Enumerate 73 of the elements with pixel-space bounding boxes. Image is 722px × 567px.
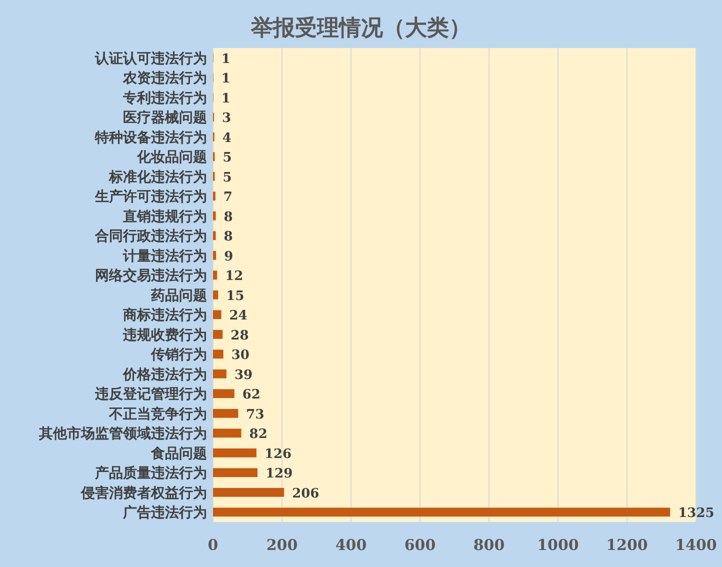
data-label: 28 (230, 328, 249, 344)
data-label: 24 (229, 308, 248, 324)
data-label: 39 (234, 368, 253, 383)
data-label: 30 (231, 348, 250, 364)
data-label: 206 (292, 486, 320, 502)
data-label: 12 (225, 269, 244, 284)
y-tick-label: 其他市场监管领域违法行为 (38, 425, 207, 442)
y-tick-label: 化妆品问题 (136, 150, 207, 166)
y-tick-label: 直销违规行为 (122, 208, 207, 225)
x-tick-label: 600 (404, 536, 436, 554)
bar (213, 468, 258, 478)
y-tick-label: 农资违法行为 (122, 70, 207, 87)
bar (213, 448, 256, 458)
bar (213, 508, 670, 517)
x-tick-label: 1200 (606, 536, 648, 554)
y-tick-label: 食品问题 (150, 446, 207, 462)
bar (213, 250, 216, 260)
data-label: 1 (221, 72, 230, 87)
data-label: 9 (224, 249, 234, 264)
data-label: 129 (266, 466, 293, 482)
y-tick-label: 特种设备违法行为 (94, 130, 207, 146)
x-tick-label: 800 (473, 536, 505, 554)
y-tick-label: 专利违法行为 (122, 89, 207, 106)
y-tick-label: 违规收费行为 (122, 327, 207, 344)
y-tick-label: 认证认可违法行为 (94, 50, 207, 67)
data-label: 7 (223, 190, 232, 206)
bar (213, 211, 216, 220)
bar (213, 488, 284, 497)
bar (213, 408, 238, 418)
bar (213, 231, 216, 240)
bar (213, 290, 218, 300)
y-tick-label: 违反登记管理行为 (94, 386, 207, 403)
y-tick-label: 合同行政违法行为 (94, 228, 207, 245)
data-label: 3 (222, 111, 232, 126)
data-label: 5 (222, 150, 232, 166)
data-label: 1325 (678, 506, 714, 522)
y-tick-label: 商标违法行为 (122, 306, 207, 324)
x-tick-label: 0 (208, 536, 218, 554)
data-label: 82 (249, 427, 268, 442)
data-label: 5 (222, 170, 232, 186)
data-label: 8 (224, 210, 233, 225)
y-tick-label: 医疗器械问题 (123, 109, 207, 126)
bar (213, 330, 223, 339)
y-tick-label: 计量违法行为 (122, 248, 207, 264)
data-label: 15 (226, 288, 244, 304)
y-tick-label: 不正当竞争行为 (108, 405, 207, 422)
x-tick-label: 400 (335, 536, 367, 554)
data-label: 73 (246, 407, 264, 422)
y-tick-label: 广告违法行为 (122, 504, 207, 522)
y-tick-label: 生产许可违法行为 (94, 188, 207, 206)
data-label: 1 (221, 52, 230, 67)
bar (213, 310, 222, 320)
bar (213, 428, 242, 438)
y-tick-label: 标准化违法行为 (108, 169, 207, 186)
y-tick-label: 侵害消费者权益行为 (80, 484, 207, 502)
bar (213, 270, 218, 280)
chart-title: 举报受理情况（大类） (250, 15, 471, 41)
bar (213, 350, 224, 359)
bar (213, 369, 226, 378)
data-label: 4 (222, 130, 232, 146)
x-tick-label: 200 (266, 536, 298, 554)
data-label: 8 (224, 230, 233, 245)
y-tick-label: 药品问题 (150, 288, 207, 304)
data-label: 1 (221, 91, 230, 106)
y-tick-label: 传销行为 (150, 347, 207, 364)
x-tick-label: 1400 (675, 536, 717, 554)
y-tick-label: 价格违法行为 (122, 366, 207, 383)
y-tick-label: 网络交易违法行为 (95, 267, 207, 284)
data-label: 62 (242, 388, 260, 403)
bar (213, 389, 234, 398)
data-label: 126 (264, 446, 292, 462)
y-tick-label: 产品质量违法行为 (94, 464, 207, 482)
x-tick-label: 1000 (537, 536, 579, 554)
